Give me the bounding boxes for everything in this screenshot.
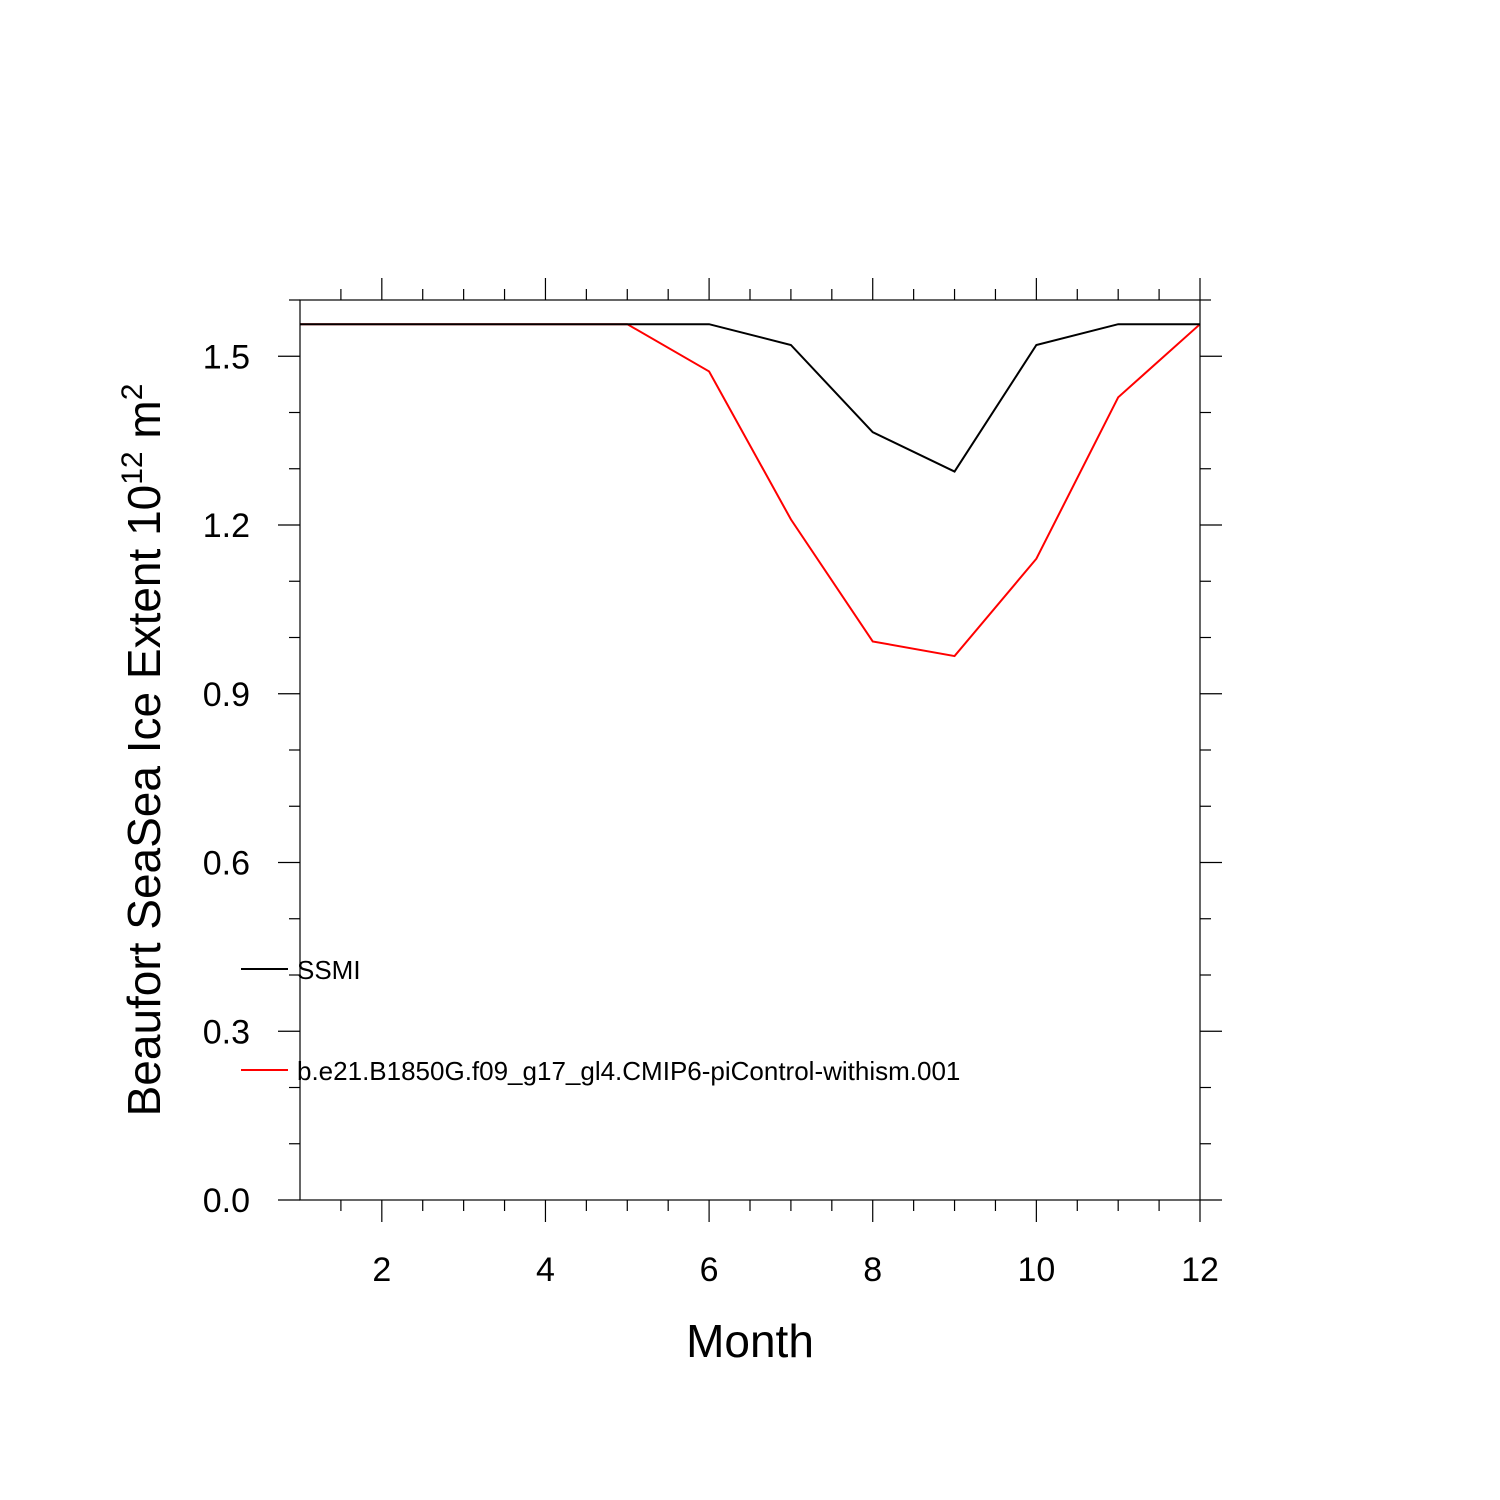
y-tick-labels: 0.0 0.3 0.6 0.9 1.2 1.5	[203, 338, 250, 1220]
y-tick-label: 1.5	[203, 338, 250, 376]
y-axis-title-unit: m	[118, 400, 170, 451]
x-tick-label: 6	[700, 1251, 719, 1289]
minor-ticks	[289, 289, 1211, 1211]
legend: SSMI b.e21.B1850G.f09_g17_gl4.CMIP6-piCo…	[241, 955, 960, 1086]
x-tick-labels: 2 4 6 8 10 12	[372, 1251, 1219, 1289]
x-axis-title: Month	[686, 1315, 814, 1367]
legend-label-model: b.e21.B1850G.f09_g17_gl4.CMIP6-piControl…	[297, 1056, 960, 1086]
x-tick-label: 8	[863, 1251, 882, 1289]
y-tick-label: 0.9	[203, 676, 250, 714]
legend-label-ssmi: SSMI	[297, 955, 361, 985]
y-axis-title-unit-exponent: 2	[116, 384, 149, 401]
y-axis-title-text: Beaufort SeaSea Ice Extent 10	[118, 485, 170, 1117]
x-tick-label: 4	[536, 1251, 555, 1289]
major-ticks	[278, 278, 1222, 1222]
y-tick-label: 0.6	[203, 845, 250, 883]
plot-frame	[299, 299, 1201, 1201]
x-tick-label: 10	[1017, 1251, 1055, 1289]
x-tick-label: 12	[1181, 1251, 1219, 1289]
y-tick-label: 0.3	[203, 1013, 250, 1051]
y-axis-title: Beaufort SeaSea Ice Extent 1012 m2	[116, 384, 170, 1117]
series-line-1	[300, 323, 1201, 658]
y-tick-label: 0.0	[203, 1182, 250, 1220]
y-axis-title-exponent: 12	[116, 451, 149, 484]
y-tick-label: 1.2	[203, 507, 250, 545]
series-lines	[300, 323, 1201, 658]
series-line-0	[300, 323, 1200, 473]
x-tick-label: 2	[372, 1251, 391, 1289]
